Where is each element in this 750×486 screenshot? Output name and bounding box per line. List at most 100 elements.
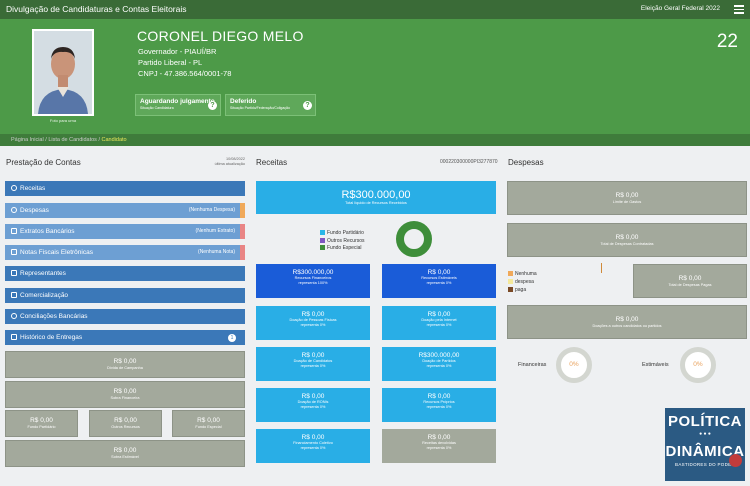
status-sub: Situação Candidatura (140, 106, 174, 110)
financeiras-label: Financeiras (518, 362, 547, 368)
accordion-note: (Nenhuma Nota) (198, 249, 235, 255)
help-icon[interactable]: ? (208, 101, 217, 110)
card-value: R$ 0,00 (427, 393, 451, 400)
card-value: R$ 0,00 (301, 311, 325, 318)
summary-box: R$ 0,00 Outros Recursos (89, 410, 162, 437)
receita-card[interactable]: R$ 0,00 Doação de Pessoas Físicas represen… (256, 306, 370, 340)
receitas-legend: Fundo Partidário Outros Recursos Fundo Esp… (320, 230, 365, 253)
logo-line3: BASTIDORES DO PODER (675, 462, 735, 467)
candidate-photo (32, 29, 94, 116)
card-label: Doação pela Internet (421, 318, 457, 322)
box-value: R$ 0,00 (114, 417, 137, 424)
box-value: R$ 0,00 (113, 447, 137, 454)
legend-item: Fundo Especial (320, 245, 365, 251)
menu-icon[interactable] (734, 5, 744, 16)
list-icon (11, 333, 17, 340)
candidate-name: CORONEL DIEGO MELO (137, 28, 304, 44)
candidate-header: Foto para urna CORONEL DIEGO MELO Govern… (0, 19, 750, 134)
card-label: Recursos Financeiros (294, 276, 332, 280)
breadcrumb-list[interactable]: Lista de Candidatos (48, 137, 97, 143)
calendar-icon (11, 291, 17, 298)
legend-swatch (320, 245, 325, 250)
receita-card[interactable]: R$ 0,00 Doação de RONIs representa 0% (256, 388, 370, 422)
breadcrumb: Página Inicial / Lista de Candidatos / C… (0, 134, 750, 146)
accordion-item[interactable]: Notas Fiscais Eletrônicas (Nenhuma Nota) (5, 245, 245, 260)
status-title: Deferido (230, 98, 257, 105)
receitas-id: 000220300000PI3277870 (440, 159, 498, 165)
accordion-item[interactable]: Histórico de Entregas 1 (5, 330, 245, 345)
accordion-label: Notas Fiscais Eletrônicas (20, 248, 93, 256)
watermark-logo: POLÍTICA ● ● ● DINÂMICA BASTIDORES DO PO… (665, 408, 745, 481)
logo-line2: DINÂMICA (665, 443, 745, 460)
last-update-label: última atualização (214, 161, 245, 166)
card-value: R$ 0,00 (301, 434, 325, 441)
card-label: Receitas devolvidas (422, 441, 456, 445)
candidacy-status[interactable]: Aguardando julgamento Situação Candidatu… (135, 94, 221, 116)
receita-card[interactable]: R$ 0,00 Receitas devolvidas representa 0% (382, 429, 496, 463)
party-status[interactable]: Deferido Situação Partido/Federação/Coli… (225, 94, 316, 116)
count-badge: 1 (228, 333, 236, 342)
despesas-contratadas-box: R$ 0,00 Total de Despesas Contratadas (507, 223, 747, 257)
total-value: R$300.000,00 (341, 189, 411, 201)
receita-card[interactable]: R$ 0,00 Financiamento Coletivo representa … (256, 429, 370, 463)
legend-label: Outros Recursos (327, 237, 365, 244)
accordion-item[interactable]: Conciliações Bancárias (5, 309, 245, 324)
legend-item: despesa (508, 279, 537, 285)
legend-swatch (508, 279, 513, 284)
receita-card[interactable]: R$ 0,00 Recursos Estimáveis representa 0% (382, 264, 496, 298)
box-label: Limite de Gastos (612, 200, 642, 204)
card-percent: representa 0% (426, 404, 452, 409)
summary-box: R$ 0,00 Fundo Partidário (5, 410, 78, 437)
card-label: Doação de Pessoas Físicas (289, 318, 337, 322)
financeiras-gauge: 0% (556, 347, 592, 383)
search-icon (11, 184, 17, 191)
election-label: Eleição Geral Federal 2022 (640, 5, 720, 12)
card-percent: representa 0% (300, 363, 326, 368)
card-value: R$300.000,00 (292, 269, 334, 276)
legend-item: Outros Recursos (320, 237, 365, 244)
legend-label: Nenhuma (515, 271, 537, 277)
accordion-item[interactable]: Extratos Bancários (Nenhum Extrato) (5, 224, 245, 239)
candidate-cnpj: CNPJ - 47.386.564/0001-78 (138, 69, 232, 78)
box-label: Outros Recursos (111, 425, 140, 429)
accordion-item[interactable]: Representantes (5, 266, 245, 281)
help-icon[interactable]: ? (303, 101, 312, 110)
doacoes-outros-box: R$ 0,00 Doações a outros candidatos ou pa… (507, 305, 747, 339)
box-value: R$ 0,00 (615, 316, 639, 323)
receita-card[interactable]: R$ 0,00 Doação pela Internet representa 0% (382, 306, 496, 340)
legend-label: Fundo Especial (327, 245, 362, 251)
summary-box: R$ 0,00 Fundo Especial (172, 410, 245, 437)
accordion-label: Extratos Bancários (20, 227, 75, 235)
legend-item: Nenhuma (508, 271, 537, 277)
logo-dots-icon: ● ● ● (699, 431, 711, 437)
estimaveis-gauge: 0% (680, 347, 716, 383)
card-label: Doação de Candidatos (293, 359, 333, 363)
card-value: R$ 0,00 (301, 393, 325, 400)
card-label: Doação de RONIs (297, 400, 329, 404)
receita-card[interactable]: R$ 0,00 Doação de Candidatos representa 0% (256, 347, 370, 381)
despesas-bar (601, 263, 602, 273)
card-percent: representa 0% (300, 322, 326, 327)
candidate-office: Governador - PIAUÍ/BR (138, 47, 217, 56)
receita-card[interactable]: R$300.000,00 Recursos Financeiros represen… (256, 264, 370, 298)
accordion-item[interactable]: Receitas (5, 181, 245, 196)
limite-gastos-box: R$ 0,00 Limite de Gastos (507, 181, 747, 215)
despesas-pagas-box: R$ 0,00 Total de Despesas Pagas (633, 264, 747, 298)
accordion-item[interactable]: Despesas (Nenhuma Despesa) (5, 203, 245, 218)
receitas-donut (396, 221, 432, 257)
card-percent: representa 0% (426, 363, 452, 368)
app-title[interactable]: Divulgação de Candidaturas e Contas Elei… (6, 4, 187, 14)
accordion-label: Comercialização (20, 291, 69, 299)
legend-swatch (320, 230, 325, 235)
receita-card[interactable]: R$300.000,00 Doação de Partidos representa… (382, 347, 496, 381)
breadcrumb-home[interactable]: Página Inicial (11, 137, 44, 143)
total-receitas-card[interactable]: R$300.000,00 Total líquido de Recursos R… (256, 181, 496, 214)
logo-line1: POLÍTICA (668, 413, 742, 430)
accordion-item[interactable]: Comercialização (5, 288, 245, 303)
receita-card[interactable]: R$ 0,00 Recursos Próprios representa 0% (382, 388, 496, 422)
box-label: Sobra Estimável (111, 455, 139, 459)
prestacao-title: Prestação de Contas (6, 158, 81, 167)
despesas-legend: Nenhuma despesa paga (508, 271, 537, 295)
box-label: Fundo Partidário (27, 425, 56, 429)
card-value: R$ 0,00 (427, 434, 451, 441)
